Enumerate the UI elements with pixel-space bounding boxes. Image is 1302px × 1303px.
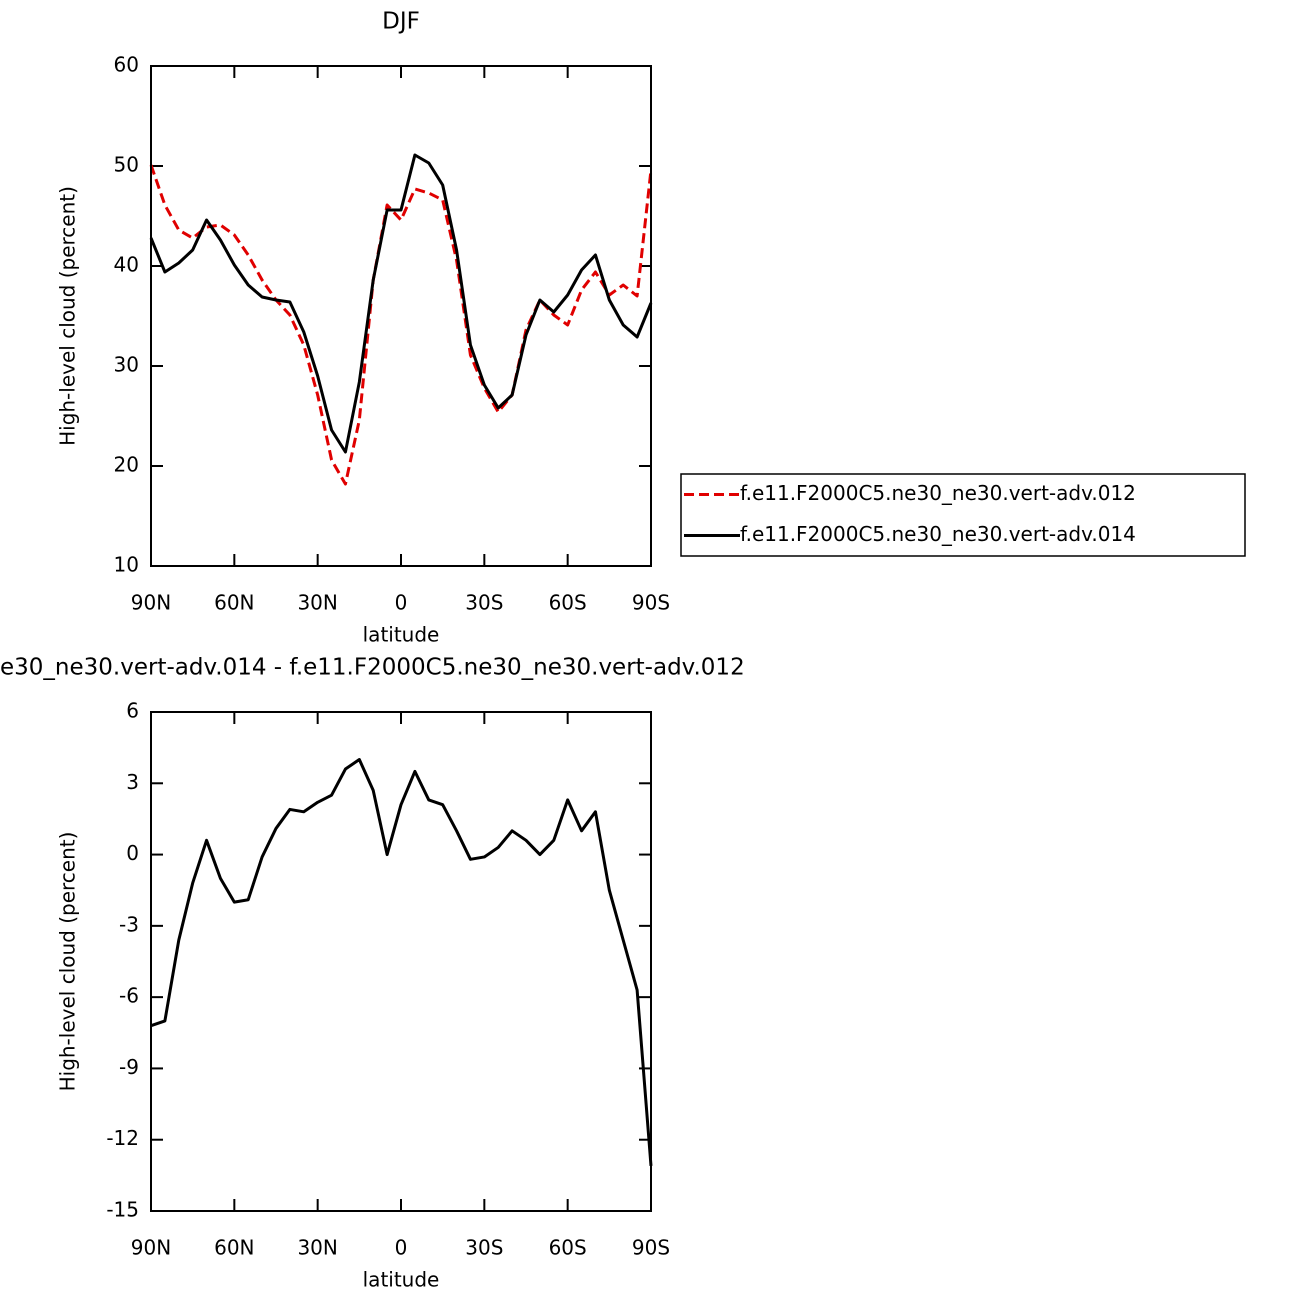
- x-axis-label: latitude: [363, 1268, 440, 1292]
- y-tick-label: -3: [119, 912, 139, 936]
- plot-frame: [150, 711, 652, 1212]
- x-tick-label: 60S: [549, 591, 587, 615]
- x-tick-label: 90S: [632, 1236, 670, 1260]
- y-tick-label: 6: [126, 699, 139, 723]
- x-tick-label: 30S: [465, 1236, 503, 1260]
- x-tick-label: 0: [395, 591, 408, 615]
- legend-label: f.e11.F2000C5.ne30_ne30.vert-adv.012: [740, 481, 1136, 505]
- x-tick-label: 30N: [297, 591, 337, 615]
- y-tick-label: 10: [114, 553, 139, 577]
- y-tick-label: 60: [114, 53, 139, 77]
- x-tick-label: 90N: [131, 591, 171, 615]
- y-tick-label: 20: [114, 453, 139, 477]
- y-tick-label: 3: [126, 770, 139, 794]
- series-line: [150, 758, 653, 1166]
- x-tick-label: 60N: [214, 1236, 254, 1260]
- legend-label: f.e11.F2000C5.ne30_ne30.vert-adv.014: [740, 522, 1136, 546]
- x-tick-label: 90N: [131, 1236, 171, 1260]
- y-tick-label: -15: [106, 1198, 139, 1222]
- plot-frame: [150, 65, 652, 567]
- x-tick-label: 60S: [549, 1236, 587, 1260]
- y-axis-label: High-level cloud (percent): [56, 186, 80, 446]
- y-axis-label: High-level cloud (percent): [56, 832, 80, 1092]
- x-tick-label: 30N: [297, 1236, 337, 1260]
- x-tick-label: 0: [395, 1236, 408, 1260]
- y-tick-label: 30: [114, 353, 139, 377]
- chart-title: DJF: [382, 9, 420, 35]
- y-tick-label: 50: [114, 153, 139, 177]
- x-tick-label: 60N: [214, 591, 254, 615]
- y-tick-label: -6: [119, 984, 139, 1008]
- chart-title: e30_ne30.vert-adv.014 - f.e11.F2000C5.ne…: [0, 655, 745, 681]
- x-tick-label: 30S: [465, 591, 503, 615]
- x-axis-label: latitude: [363, 623, 440, 647]
- series-line: [149, 153, 653, 454]
- y-tick-label: -12: [106, 1126, 139, 1150]
- series-line: [149, 164, 653, 486]
- x-tick-label: 90S: [632, 591, 670, 615]
- y-tick-label: 40: [114, 253, 139, 277]
- y-tick-label: -9: [119, 1055, 139, 1079]
- y-tick-label: 0: [126, 841, 139, 865]
- legend-box: [680, 473, 1246, 557]
